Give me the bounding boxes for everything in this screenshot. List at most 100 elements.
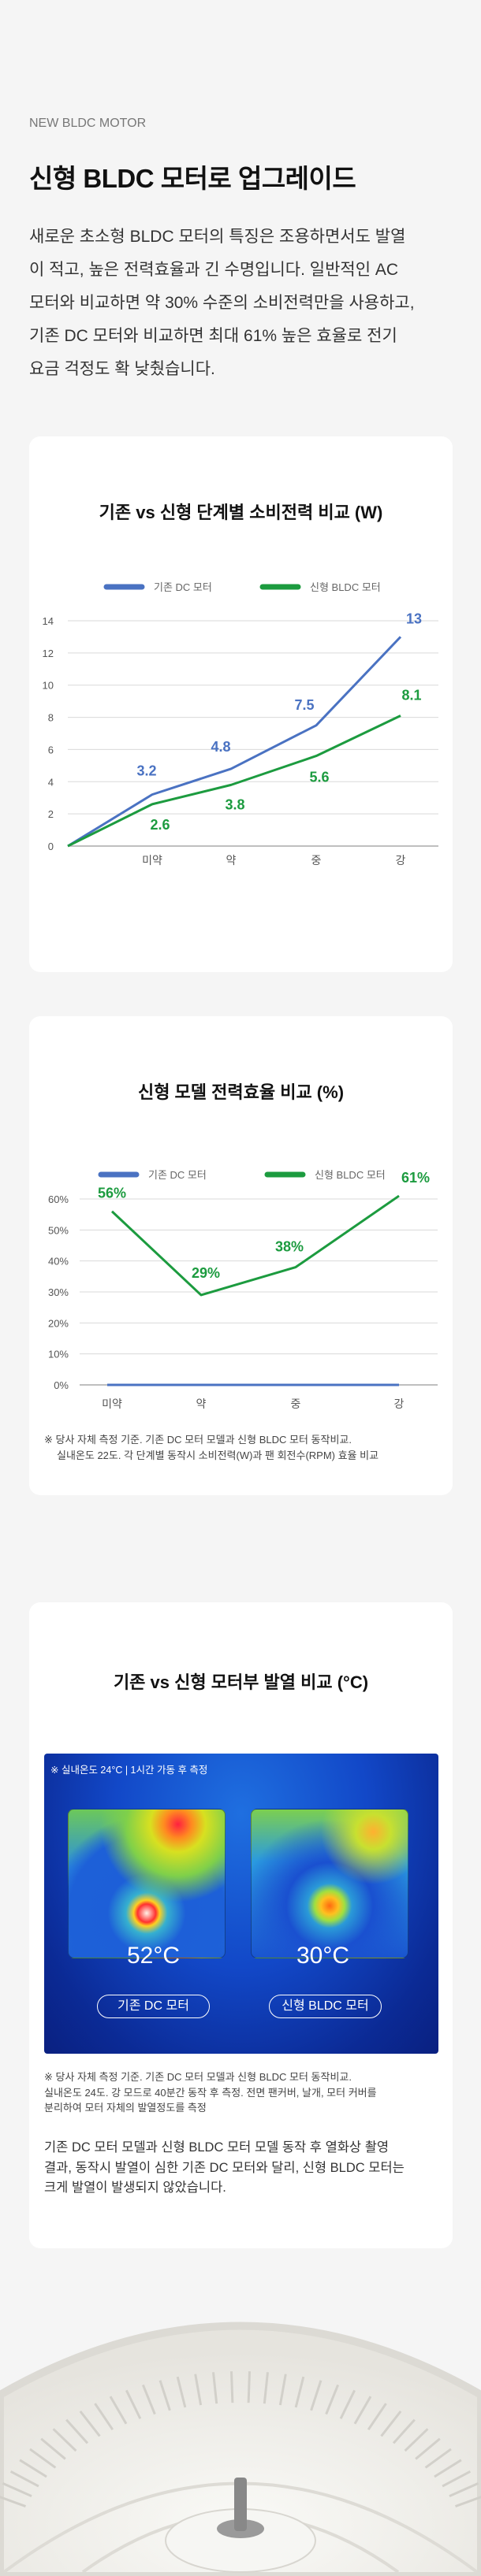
grille-rib (19, 2459, 47, 2478)
fan-grille-rim (0, 2322, 481, 2576)
intro-line: 기존 DC 모터와 비교하면 최대 61% 높은 효율로 전기 (29, 327, 397, 345)
y-tick-label: 60% (48, 1193, 69, 1205)
x-tick-label: 강 (394, 1397, 405, 1410)
grille-rib (194, 2374, 203, 2406)
y-tick-label: 2 (48, 808, 54, 820)
power-chart: 기존 DC 모터 신형 BLDC 모터 0 2 4 6 8 10 12 14 미약 약 중 강 3.2 4.8… (43, 581, 438, 867)
y-tick-label: 10 (43, 680, 54, 692)
old-motor-tag: 기존 DC 모터 (97, 1995, 210, 2018)
grille-rib (158, 2380, 171, 2411)
series-line-1 (67, 715, 401, 848)
heat-paragraph: 기존 DC 모터 모델과 신형 BLDC 모터 모델 동작 후 열화상 촬영 결… (44, 2138, 446, 2199)
efficiency-chart: 기존 DC 모터 신형 BLDC 모터 0% 10% 20% 30% 40% 50% 60% 미약… (48, 1169, 438, 1410)
fan-grille-photo (0, 2322, 481, 2576)
data-label: 2.6 (150, 817, 170, 833)
footnote-line: ※ 당사 자체 측정 기준. 기존 DC 모터 모델과 신형 BLDC 모터 동… (44, 2071, 352, 2083)
intro-line: 모터와 비교하면 약 30% 수준의 소비전력만을 사용하고, (29, 294, 415, 312)
grille-rib (325, 2384, 340, 2415)
grille-rib (454, 2496, 481, 2508)
grille-rib (434, 2459, 462, 2478)
grille-rib (263, 2372, 269, 2404)
x-tick-label: 강 (396, 854, 406, 867)
data-label: 61% (401, 1170, 430, 1186)
heat-card: 기존 vs 신형 모터부 발열 비교 (°C) ※ 실내온도 24°C | 1시… (29, 1602, 453, 2248)
x-tick-label: 중 (291, 1397, 301, 1410)
old-motor-thermal (68, 1809, 226, 1958)
grille-rib (0, 2496, 27, 2508)
data-label: 7.5 (294, 697, 314, 713)
page-title: 신형 BLDC 모터로 업그레이드 (29, 164, 356, 193)
series-line-0 (67, 636, 402, 848)
y-tick-label: 0 (48, 841, 54, 852)
y-tick-label: 50% (48, 1224, 69, 1236)
legend-label: 신형 BLDC 모터 (315, 1169, 386, 1181)
y-tick-label: 10% (48, 1349, 69, 1360)
grille-rib (392, 2418, 416, 2444)
y-tick-label: 4 (48, 776, 54, 788)
grille-rib (109, 2396, 128, 2425)
grille-rib (29, 2448, 57, 2469)
grille-rib (310, 2380, 323, 2411)
intro-paragraph: 새로운 초소형 BLDC 모터의 특징은 조용하면서도 발열 이 적고, 높은 … (29, 221, 459, 386)
footnote-line: ※ 당사 자체 측정 기준. 기존 DC 모터 모델과 신형 BLDC 모터 동… (44, 1434, 352, 1446)
x-tick-label: 미약 (142, 854, 162, 867)
grille-rib (176, 2376, 187, 2408)
footnote-line: 분리하여 모터 자체의 발열정도를 측정 (44, 2102, 207, 2114)
grille-rib (367, 2403, 387, 2431)
new-motor-thermal (251, 1809, 408, 1958)
heat-title: 기존 vs 신형 모터부 발열 비교 (°C) (113, 1672, 369, 1692)
grille-rib (65, 2418, 89, 2444)
new-temp: 30°C (296, 1943, 350, 1969)
legend-label: 기존 DC 모터 (154, 581, 212, 593)
data-label: 56% (98, 1186, 126, 1201)
y-tick-label: 6 (48, 744, 54, 755)
y-tick-label: 0% (54, 1379, 69, 1391)
grille-rib (247, 2371, 252, 2403)
grille-rib (229, 2371, 234, 2403)
grille-rib (449, 2482, 479, 2498)
grille-rib (94, 2403, 114, 2431)
para-line: 결과, 동작시 발열이 심한 기존 DC 모터와 달리, 신형 BLDC 모터는 (44, 2160, 405, 2175)
data-label: 38% (275, 1239, 304, 1255)
y-tick-label: 40% (48, 1256, 69, 1268)
grille-rib (141, 2384, 156, 2415)
data-label: 3.8 (225, 796, 244, 812)
power-chart-card: 기존 vs 신형 단계별 소비전력 비교 (W) 기존 DC 모터 신형 BLDC… (29, 436, 453, 972)
motor-shaft (234, 2478, 247, 2531)
x-tick-label: 약 (226, 854, 237, 867)
chart-title: 신형 모델 전력효율 비교 (%) (137, 1082, 345, 1102)
footnote: ※ 당사 자체 측정 기준. 기존 DC 모터 모델과 신형 BLDC 모터 동… (44, 2069, 446, 2116)
data-label: 3.2 (136, 763, 156, 779)
grille-rib (40, 2437, 66, 2460)
thermal-image: ※ 실내온도 24°C | 1시간 가동 후 측정 52°C 30°C 기존 D… (44, 1754, 438, 2054)
intro-line: 요금 걱정도 확 낮췄습니다. (29, 360, 215, 378)
grille-rib (2, 2482, 32, 2498)
grille-rib (9, 2470, 39, 2488)
grille-rib (353, 2396, 372, 2425)
para-line: 크게 발열이 발생되지 않았습니다. (44, 2181, 226, 2195)
grille-rib (294, 2376, 305, 2408)
grille-rib (278, 2374, 287, 2406)
grille-rib (52, 2428, 77, 2452)
new-motor-tag: 신형 BLDC 모터 (269, 1995, 382, 2018)
data-label: 5.6 (309, 770, 329, 785)
x-tick-label: 미약 (102, 1397, 122, 1410)
grille-rib (380, 2410, 402, 2437)
para-line: 기존 DC 모터 모델과 신형 BLDC 모터 모델 동작 후 열화상 촬영 (44, 2140, 390, 2155)
old-temp: 52°C (127, 1943, 181, 1969)
grille-rib (79, 2410, 101, 2437)
data-label: 29% (192, 1265, 220, 1281)
series-line-1 (110, 1194, 400, 1297)
grille-rib (442, 2470, 472, 2488)
x-tick-label: 중 (311, 854, 322, 867)
eyebrow-label: NEW BLDC MOTOR (29, 117, 147, 130)
grille-rib (339, 2389, 356, 2419)
grille-rib (125, 2389, 142, 2419)
x-tick-label: 약 (196, 1397, 207, 1410)
y-tick-label: 30% (48, 1286, 69, 1298)
y-tick-label: 12 (43, 648, 54, 659)
chart-title: 기존 vs 신형 단계별 소비전력 비교 (W) (99, 503, 383, 522)
grille-rib (415, 2437, 441, 2460)
y-tick-label: 14 (43, 615, 54, 627)
legend-label: 기존 DC 모터 (148, 1169, 207, 1181)
